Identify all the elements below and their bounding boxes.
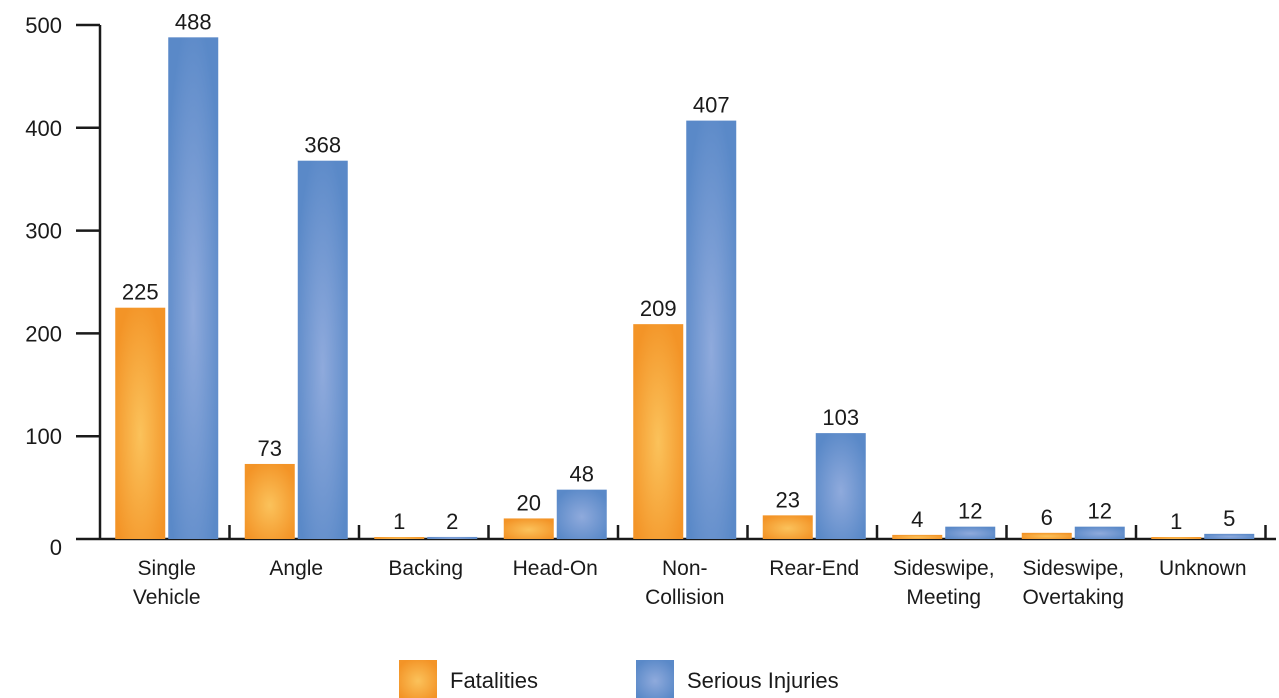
- category-label: Overtaking: [1022, 586, 1124, 609]
- legend-serious-injuries: Serious Injuries: [636, 660, 839, 698]
- data-label: 209: [640, 296, 677, 321]
- x-axis: Single Vehicle Angle Backing Head-On Non- Coll…: [100, 525, 1276, 609]
- bar-serious-injuries: [1074, 526, 1125, 539]
- data-label: 225: [122, 280, 159, 305]
- bar-fatalities: [1021, 532, 1072, 539]
- bar-fatalities: [115, 307, 166, 539]
- data-label: 48: [570, 462, 594, 487]
- data-label: 4: [911, 507, 923, 532]
- data-label: 20: [517, 490, 541, 515]
- y-tick-label: 300: [25, 219, 62, 244]
- y-tick-label: 100: [25, 424, 62, 449]
- legend-label: Fatalities: [450, 668, 538, 693]
- bar-serious-injuries: [815, 433, 866, 539]
- bar-serious-injuries: [686, 120, 737, 539]
- category-label: Rear-End: [769, 557, 859, 580]
- category-label: Backing: [388, 557, 463, 580]
- category-label: Non-: [662, 557, 708, 580]
- data-label: 488: [175, 9, 212, 34]
- bar-fatalities: [892, 534, 943, 539]
- category-label: Meeting: [906, 586, 981, 609]
- data-label: 103: [822, 405, 859, 430]
- category-label: Vehicle: [133, 586, 201, 609]
- data-label: 12: [958, 499, 982, 524]
- category-label: Single: [138, 557, 196, 580]
- data-label: 5: [1223, 506, 1235, 531]
- legend: Fatalities Serious Injuries: [399, 660, 839, 698]
- bar-fatalities: [374, 537, 425, 539]
- category-label: Sideswipe,: [893, 557, 995, 580]
- bar-serious-injuries: [556, 489, 607, 539]
- data-label: 2: [446, 509, 458, 534]
- legend-swatch: [399, 660, 437, 698]
- bar-serious-injuries: [945, 526, 996, 539]
- bar-serious-injuries: [427, 536, 478, 539]
- bar-serious-injuries: [168, 37, 219, 539]
- data-label: 1: [1170, 509, 1182, 534]
- data-label: 6: [1041, 505, 1053, 530]
- bar-serious-injuries: [297, 160, 348, 540]
- data-label: 73: [258, 436, 282, 461]
- data-label: 23: [776, 487, 800, 512]
- data-label: 368: [304, 133, 341, 158]
- category-label: Collision: [645, 586, 724, 609]
- y-axis: 0 100 200 300 400 500: [25, 13, 102, 560]
- bar-fatalities: [762, 515, 813, 539]
- bar-serious-injuries: [1204, 533, 1255, 539]
- legend-label: Serious Injuries: [687, 668, 839, 693]
- bar-fatalities: [633, 324, 684, 539]
- bar-fatalities: [503, 518, 554, 539]
- category-label: Sideswipe,: [1022, 557, 1124, 580]
- data-label: 1: [393, 509, 405, 534]
- bar-fatalities: [1151, 537, 1202, 539]
- legend-fatalities: Fatalities: [399, 660, 538, 698]
- y-tick-label: 0: [50, 535, 62, 560]
- data-label: 12: [1088, 499, 1112, 524]
- bar-fatalities: [244, 463, 295, 539]
- y-tick-label: 500: [25, 13, 62, 38]
- data-label: 407: [693, 93, 730, 118]
- category-label: Angle: [269, 557, 323, 580]
- y-tick-label: 400: [25, 116, 62, 141]
- category-label: Unknown: [1159, 557, 1247, 580]
- y-tick-label: 200: [25, 321, 62, 346]
- legend-swatch: [636, 660, 674, 698]
- category-label: Head-On: [513, 557, 598, 580]
